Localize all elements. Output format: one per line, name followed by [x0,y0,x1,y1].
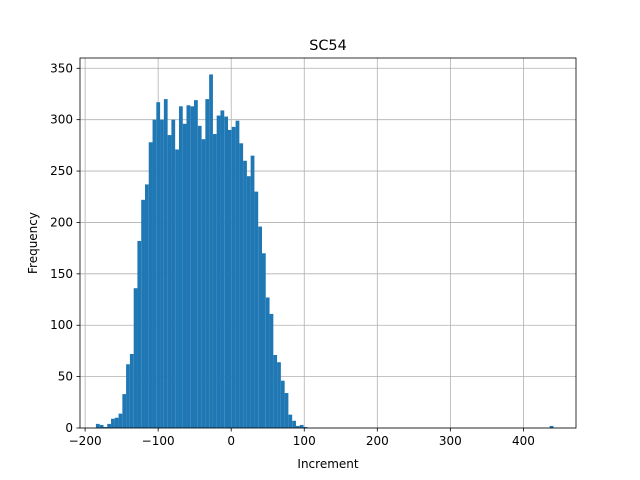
histogram-bar [227,129,232,428]
histogram-bar [175,149,179,428]
x-tick-label: 100 [293,434,316,448]
histogram-bar [126,364,130,428]
histogram-bar [145,184,149,428]
y-tick-label: 250 [50,164,73,178]
histogram-bar [186,105,191,429]
y-tick-label: 50 [58,370,73,384]
histogram-bar [231,126,236,428]
x-axis-title: Increment [297,457,358,471]
plot-frame [79,57,577,429]
x-tick-label: 400 [512,434,535,448]
histogram-bar [129,354,134,428]
histogram-bar [235,120,240,428]
histogram-bar [167,135,172,429]
histogram-bar [171,119,176,429]
histogram-bar [209,74,213,428]
histogram-bar [303,426,308,428]
x-tick-label: 200 [366,434,389,448]
histogram-bar [220,110,225,429]
histogram-bar [114,417,119,428]
histogram-bar [201,139,206,428]
histogram-bar [292,420,296,428]
histogram-bar [111,418,115,428]
histogram-bar [182,123,187,429]
histogram-bar [103,426,108,428]
histogram-bar [269,313,274,428]
y-tick-label: 200 [50,215,73,229]
x-tick-label: 0 [227,434,235,448]
histogram-bar [216,115,221,429]
histogram-bar [246,176,251,428]
histogram-bar [261,253,266,428]
histogram-bar [280,380,285,428]
histogram-bar [224,116,229,428]
histogram-bar [243,160,247,428]
y-axis-title: Frequency [26,212,40,274]
histogram-bar [239,143,244,429]
histogram-bar [133,288,138,428]
axes-layer [76,57,577,432]
histogram-bar [156,102,161,428]
histogram-bar [273,355,278,428]
chart-title: SC54 [309,38,347,54]
x-tick-label: −100 [142,434,175,448]
histogram-bar [212,134,217,429]
x-tick-label: 300 [439,434,462,448]
histogram-bar [137,240,142,428]
histogram-bar [549,425,554,428]
histogram-bar [163,99,168,428]
histogram-bar [254,191,259,428]
histogram-bar [95,423,100,428]
histogram-bar [152,119,157,429]
histogram-bar [284,393,289,428]
histogram-bar [265,297,270,428]
bars-layer [95,74,554,429]
histogram-bar [141,199,145,428]
y-tick-label: 0 [65,421,73,435]
histogram-bar [118,413,123,428]
histogram-bar [160,119,164,429]
histogram-bar [295,425,300,428]
histogram-bar [205,99,210,428]
y-tick-label: 150 [50,267,73,281]
histogram-bar [99,424,104,428]
histogram-bar [250,155,255,428]
y-tick-label: 100 [50,318,73,332]
histogram-bar [194,100,198,428]
histogram-bar [197,125,202,428]
histogram-bar [258,226,263,428]
histogram-bar [288,414,293,428]
labels-layer: −200 −100 0 100 200 300 400 0 50 100 150 200 250 300 3… [50,61,535,448]
histogram-bar [277,362,281,428]
y-tick-label: 300 [50,113,73,127]
x-tick-label: −200 [69,434,102,448]
histogram-bar [190,106,195,429]
histogram-bar [178,106,183,429]
histogram-bar [299,424,304,428]
histogram-bar [122,394,127,428]
histogram-bar [148,142,153,428]
y-tick-label: 350 [50,61,73,75]
histogram-bar [107,423,112,428]
